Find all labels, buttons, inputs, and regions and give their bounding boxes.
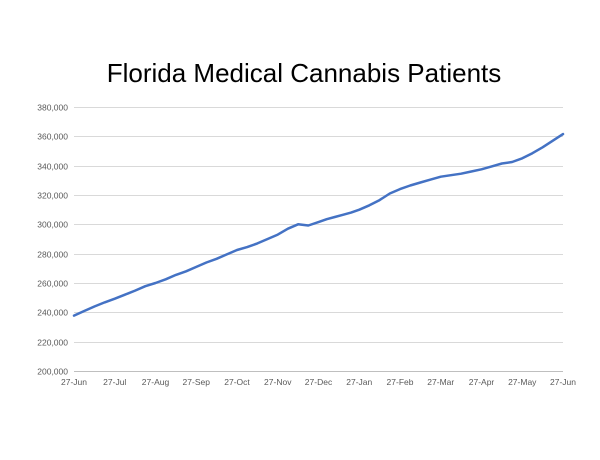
- y-tick-label: 240,000: [37, 308, 68, 318]
- x-tick-label: 27-Aug: [142, 377, 170, 387]
- y-tick-label: 300,000: [37, 220, 68, 230]
- y-tick-label: 380,000: [37, 103, 68, 113]
- y-tick-label: 200,000: [37, 367, 68, 377]
- x-tick-label: 27-Dec: [305, 377, 333, 387]
- x-tick-label: 27-Jan: [346, 377, 372, 387]
- x-tick-label: 27-Nov: [264, 377, 292, 387]
- x-tick-label: 27-Oct: [224, 377, 250, 387]
- x-tick-label: 27-Jul: [103, 377, 126, 387]
- y-tick-label: 220,000: [37, 338, 68, 348]
- x-axis: 27-Jun 27-Jul 27-Aug 27-Sep 27-Oct 27-Nov 27-D…: [61, 377, 576, 387]
- y-tick-label: 360,000: [37, 132, 68, 142]
- y-tick-label: 260,000: [37, 279, 68, 289]
- series-line: [72, 132, 565, 317]
- x-tick-label: 27-Jun: [550, 377, 576, 387]
- y-axis: 200,000 220,000 240,000 260,000 280,000 300,0…: [37, 103, 68, 377]
- gridlines: [74, 107, 563, 372]
- y-tick-label: 320,000: [37, 191, 68, 201]
- x-tick-label: 27-Apr: [469, 377, 495, 387]
- series: [72, 132, 565, 317]
- y-tick-label: 340,000: [37, 162, 68, 172]
- x-tick-label: 27-Feb: [387, 377, 414, 387]
- chart-title: Florida Medical Cannabis Patients: [106, 58, 502, 88]
- y-tick-label: 280,000: [37, 250, 68, 260]
- x-tick-label: 27-Mar: [427, 377, 454, 387]
- x-tick-label: 27-Jun: [61, 377, 87, 387]
- x-tick-label: 27-May: [508, 377, 537, 387]
- x-tick-label: 27-Sep: [183, 377, 211, 387]
